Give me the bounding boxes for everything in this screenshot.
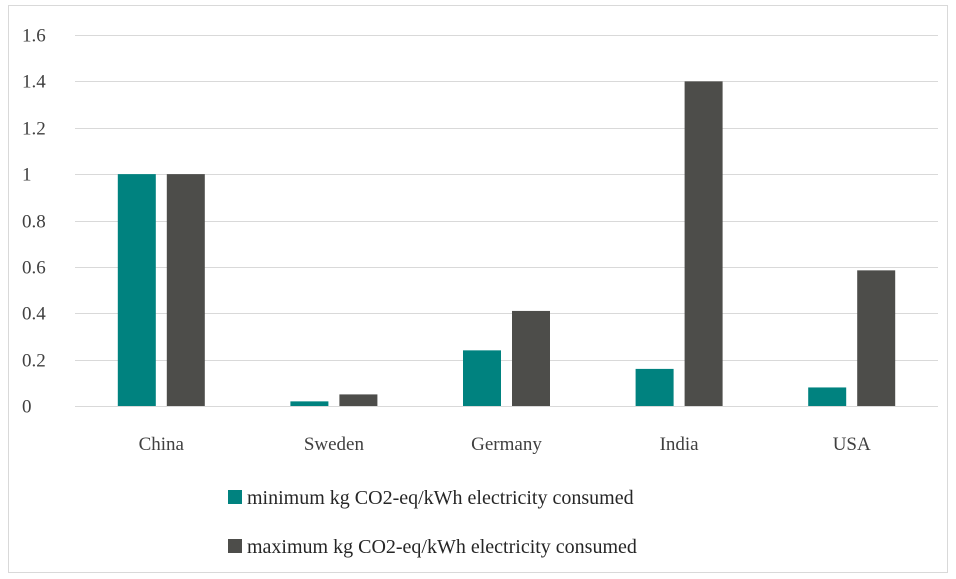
bar-maximum-sweden [339, 394, 378, 406]
y-tick-label: 0 [22, 397, 32, 418]
bar-minimum-sweden [290, 401, 329, 406]
chart-frame [8, 5, 948, 573]
legend-label: minimum kg CO2-eq/kWh electricity consum… [247, 487, 634, 509]
bar-maximum-usa [857, 270, 896, 406]
bar-maximum-india [684, 81, 723, 406]
x-category-label: Germany [471, 434, 542, 455]
y-tick-label: 1.6 [22, 26, 46, 47]
y-tick-label: 1 [22, 165, 32, 186]
x-axis-category-labels: China Sweden Germany India USA [139, 434, 871, 455]
legend-swatch [228, 539, 242, 553]
legend-label: maximum kg CO2-eq/kWh electricity consum… [247, 536, 637, 558]
x-category-label: India [660, 434, 700, 455]
y-tick-label: 0.4 [22, 304, 46, 325]
y-tick-label: 0.6 [22, 258, 46, 279]
x-category-label: China [139, 434, 185, 455]
x-category-label: Sweden [304, 434, 365, 455]
x-category-label: USA [833, 434, 871, 455]
y-tick-label: 0.2 [22, 351, 46, 372]
y-tick-label: 1.2 [22, 119, 46, 140]
bar-minimum-china [117, 174, 156, 406]
y-tick-label: 1.4 [22, 72, 46, 93]
bar-minimum-usa [808, 387, 847, 406]
y-axis-tick-labels: 0 0.2 0.4 0.6 0.8 1 1.2 1.4 1.6 [22, 26, 46, 418]
bar-maximum-china [166, 174, 205, 406]
bar-minimum-germany [463, 350, 501, 406]
y-tick-label: 0.8 [22, 212, 46, 233]
bars [117, 81, 896, 406]
bar-minimum-india [635, 368, 674, 406]
legend-swatch [228, 490, 242, 504]
gridlines [75, 35, 938, 407]
bar-maximum-germany [512, 310, 550, 406]
legend: minimum kg CO2-eq/kWh electricity consum… [228, 487, 637, 558]
